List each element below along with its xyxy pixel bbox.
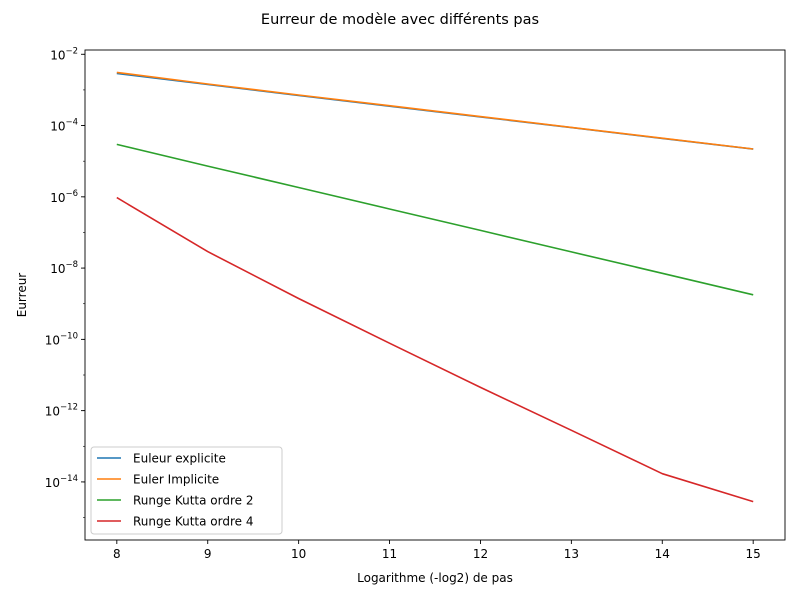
y-tick-exponent: −6 [65,189,78,199]
y-tick-exponent: −12 [60,403,78,413]
y-tick-exponent: −8 [65,260,78,270]
x-tick-label: 12 [473,547,488,561]
x-tick-label: 10 [291,547,306,561]
y-tick-base: 10 [45,476,60,490]
y-tick-exponent: −10 [60,331,78,341]
x-axis: 8 9 10 11 12 13 14 15 [113,540,761,561]
x-tick-label: 8 [113,547,121,561]
y-tick-label: 10−10 [45,331,78,347]
y-tick-exponent: −2 [65,46,78,56]
y-tick-base: 10 [50,48,65,62]
legend-label-3: Runge Kutta ordre 4 [133,515,253,529]
y-tick-label: 10−12 [45,403,78,419]
y-tick-base: 10 [50,120,65,134]
legend-box [90,446,283,535]
y-tick-exponent: −4 [65,118,78,128]
y-tick-base: 10 [50,262,65,276]
x-tick-label: 14 [655,547,670,561]
plot-frame [84,49,786,541]
x-tick-label: 15 [746,547,761,561]
legend-label-0: Euleur explicite [133,452,226,466]
series-line-3 [116,196,754,503]
y-axis-label: Eurreur [15,273,29,318]
plot-lines [116,71,754,503]
x-tick-label: 9 [204,547,212,561]
y-tick-label: 10−4 [50,118,78,134]
x-tick-label: 11 [382,547,397,561]
y-tick-base: 10 [50,191,65,205]
y-tick-base: 10 [45,405,60,419]
legend-label-2: Runge Kutta ordre 2 [133,494,253,508]
y-tick-exponent: −14 [60,474,78,484]
legend-label-1: Euler Implicite [133,473,219,487]
legend: Euleur explicite Euler Implicite Runge Kut… [90,446,283,535]
y-tick-base: 10 [45,333,60,347]
y-tick-label: 10−14 [45,474,78,490]
x-axis-label: Logarithme (-log2) de pas [357,571,513,585]
series-line-2 [116,143,754,296]
x-tick-label: 13 [564,547,579,561]
y-tick-label: 10−6 [50,189,78,205]
chart-title: Eurreur de modèle avec différents pas [261,12,539,28]
y-tick-label: 10−2 [50,46,78,62]
series-line-1 [116,71,754,150]
y-tick-label: 10−8 [50,260,78,276]
